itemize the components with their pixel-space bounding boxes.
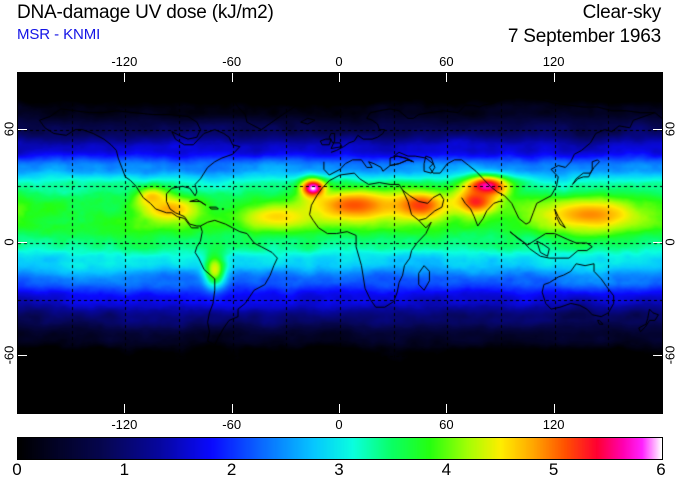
x-axis-label-top: -120 (111, 54, 138, 69)
y-tick-right (653, 242, 662, 243)
y-axis-label-right: -60 (662, 345, 678, 365)
x-tick-top (124, 73, 126, 82)
date-label: 7 September 1963 (507, 26, 661, 47)
x-tick-top (231, 73, 233, 82)
colorbar-tick-label: 4 (441, 460, 452, 479)
x-axis-label-top: 60 (439, 54, 454, 69)
institute-label: MSR - KNMI (17, 26, 101, 43)
x-tick-bottom (231, 404, 233, 413)
y-axis-label-right: 60 (662, 121, 678, 136)
x-axis-label-top: -60 (222, 54, 242, 69)
y-tick-right (653, 128, 662, 130)
x-axis-label-top: 120 (542, 54, 565, 69)
colorbar-tick-label: 1 (119, 460, 130, 479)
x-tick-top (553, 73, 555, 82)
colorbar-tick-label: 2 (226, 460, 237, 479)
y-axis-label-left: -60 (1, 345, 17, 365)
colorbar-gradient (18, 438, 662, 459)
y-axis-label-right: 0 (662, 238, 678, 246)
x-tick-bottom (124, 404, 126, 413)
y-axis-label-left: 0 (1, 238, 17, 246)
sky-condition-label: Clear-sky (582, 2, 662, 23)
page-title: DNA-damage UV dose (kJ/m2) (17, 2, 274, 23)
x-tick-top (446, 73, 448, 82)
colorbar-tick-label: 0 (12, 460, 22, 479)
colorbar (17, 437, 663, 460)
x-axis-label-bottom: -120 (111, 417, 138, 432)
x-axis-label-bottom: 0 (335, 417, 343, 432)
y-tick-left (18, 242, 27, 243)
colorbar-tick-label: 5 (548, 460, 559, 479)
colorbar-tick-label: 3 (334, 460, 344, 479)
map-plot-area (17, 72, 663, 414)
y-tick-right (653, 355, 662, 357)
x-tick-bottom (446, 404, 448, 413)
y-tick-left (18, 355, 27, 357)
x-axis-label-bottom: 60 (439, 417, 454, 432)
y-axis-label-left: 60 (1, 121, 17, 136)
x-tick-top (339, 73, 340, 82)
colorbar-tick-label: 6 (656, 460, 666, 479)
uv-dose-heatmap (18, 73, 662, 413)
x-tick-bottom (339, 404, 340, 413)
x-tick-bottom (553, 404, 555, 413)
x-axis-label-bottom: -60 (222, 417, 242, 432)
y-tick-left (18, 128, 27, 130)
x-axis-label-bottom: 120 (542, 417, 565, 432)
x-axis-label-top: 0 (335, 54, 343, 69)
